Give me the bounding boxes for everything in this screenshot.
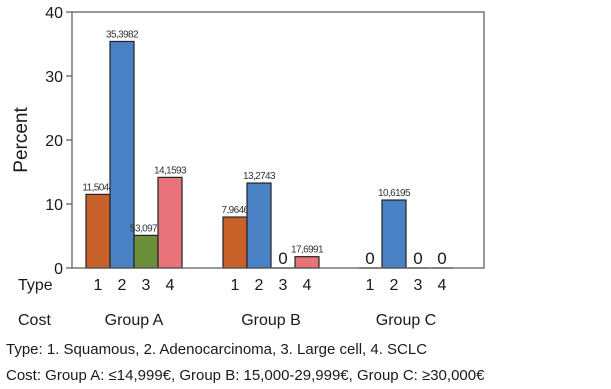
cost-row-label: Cost bbox=[18, 312, 51, 329]
bar-chart: 010203040Percent11,5044135,3982253,09733… bbox=[11, 5, 485, 329]
bar-value-label: 0 bbox=[413, 249, 422, 268]
x-tick-label: 3 bbox=[279, 277, 288, 294]
x-tick-label: 1 bbox=[94, 277, 103, 294]
x-tick-label: 2 bbox=[118, 277, 127, 294]
x-tick-label: 4 bbox=[166, 277, 175, 294]
bar-value-label: 53,0973 bbox=[130, 223, 163, 234]
bar bbox=[381, 199, 407, 269]
group-label: Group A bbox=[105, 312, 164, 329]
group-label: Group B bbox=[241, 312, 301, 329]
bar-value-label: 7,9646 bbox=[222, 205, 250, 216]
bar-value-label: 0 bbox=[437, 249, 446, 268]
x-tick-label: 1 bbox=[231, 277, 240, 294]
bar-value-label: 14,1593 bbox=[154, 165, 187, 176]
y-tick-label: 10 bbox=[45, 197, 63, 214]
bar bbox=[222, 216, 248, 269]
bar-value-label: 13,2743 bbox=[243, 171, 276, 182]
bar-value-label: 10,6195 bbox=[378, 188, 411, 199]
bar bbox=[157, 176, 183, 269]
bar-value-label: 35,3982 bbox=[106, 29, 139, 40]
bar bbox=[109, 40, 135, 269]
y-tick-label: 20 bbox=[45, 133, 63, 150]
bar-value-label: 17,6991 bbox=[291, 245, 324, 256]
bar-value-label: 11,5044 bbox=[82, 182, 114, 193]
x-tick-label: 2 bbox=[255, 277, 264, 294]
x-tick-label: 3 bbox=[142, 277, 151, 294]
x-tick-label: 4 bbox=[438, 277, 447, 294]
type-row-label: Type bbox=[18, 277, 53, 294]
y-tick-label: 0 bbox=[54, 261, 63, 278]
cost-legend-text: Cost: Group A: ≤14,999€, Group B: 15,000… bbox=[6, 367, 485, 384]
y-axis-title: Percent bbox=[11, 107, 32, 173]
bar-value-label: 0 bbox=[278, 249, 287, 268]
bar-value-label: 0 bbox=[365, 249, 374, 268]
x-tick-label: 3 bbox=[414, 277, 423, 294]
plot-frame bbox=[71, 11, 485, 269]
x-tick-label: 4 bbox=[303, 277, 312, 294]
bar bbox=[294, 256, 320, 269]
x-tick-label: 2 bbox=[390, 277, 399, 294]
bar bbox=[85, 193, 111, 269]
x-tick-label: 1 bbox=[366, 277, 375, 294]
type-legend-text: Type: 1. Squamous, 2. Adenocarcinoma, 3.… bbox=[6, 341, 428, 358]
bar bbox=[246, 182, 272, 269]
bar bbox=[133, 234, 159, 269]
group-label: Group C bbox=[376, 312, 436, 329]
y-tick-label: 40 bbox=[45, 5, 63, 22]
y-tick-label: 30 bbox=[45, 69, 63, 86]
